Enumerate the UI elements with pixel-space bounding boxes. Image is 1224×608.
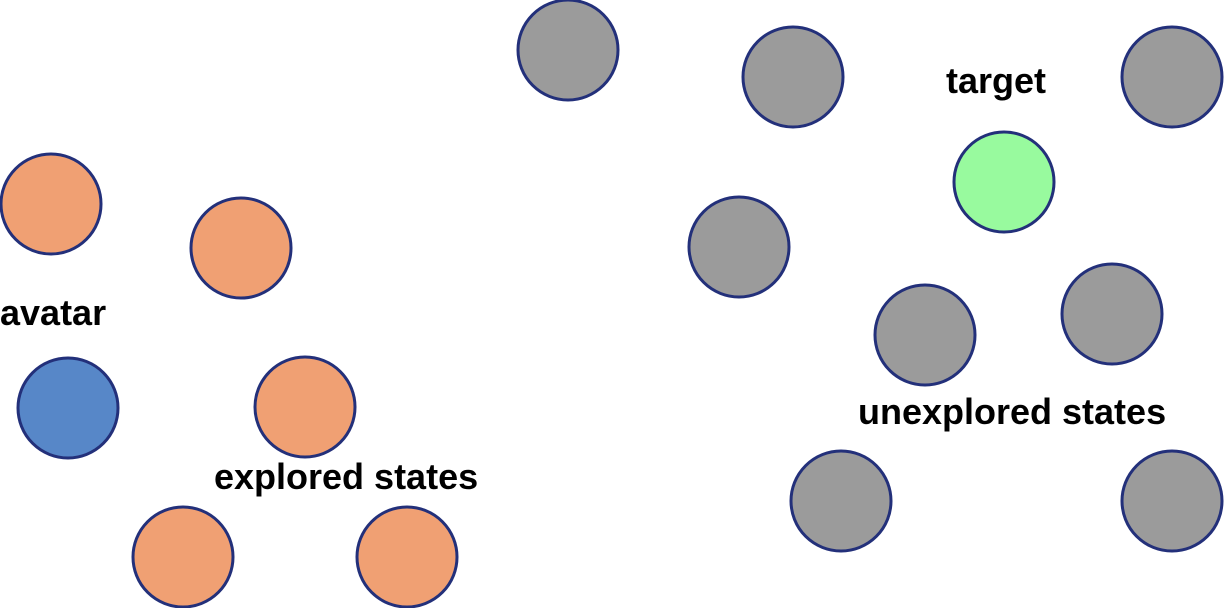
explored-state-node: [189, 196, 293, 300]
unexplored-state-node: [1120, 25, 1224, 129]
avatar-label: avatar: [0, 292, 107, 333]
unexplored-state-node: [1120, 449, 1224, 553]
unexplored-state-node: [789, 449, 893, 553]
explored-state-node: [131, 505, 235, 608]
target-label: target: [946, 60, 1047, 101]
unexplored-state-node: [873, 283, 977, 387]
unexplored-state-node: [1060, 262, 1164, 366]
explored-state-node: [355, 505, 459, 608]
unexplored-state-node: [516, 0, 620, 102]
explored-state-node: [253, 355, 357, 459]
avatar-node: [16, 356, 120, 460]
unexplored-states-label: unexplored states: [858, 391, 1167, 432]
unexplored-state-node: [687, 195, 791, 299]
unexplored-state-node: [741, 25, 845, 129]
explored-states-label: explored states: [214, 456, 479, 497]
target-node: [952, 130, 1056, 234]
explored-state-node: [0, 152, 103, 256]
